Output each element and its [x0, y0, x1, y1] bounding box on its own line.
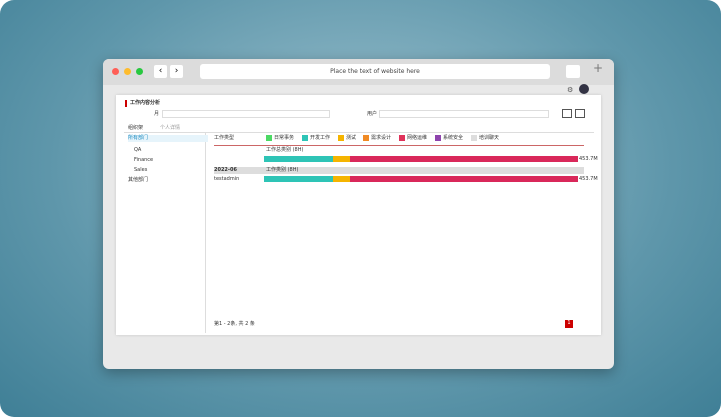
page-button[interactable]: 1 [565, 320, 573, 328]
legend-item: 培训聊天 [479, 135, 500, 141]
tab-divider [124, 132, 594, 133]
user-label: 用户 [367, 111, 378, 117]
page-title: 工作内容分析 [130, 100, 161, 106]
tree-item[interactable]: 所有部门 [128, 135, 208, 142]
legend-item: 测试 [346, 135, 357, 141]
toolbar: ‹ › Place the text of website here + [103, 59, 614, 85]
tree-item[interactable]: 其他部门 [128, 177, 149, 183]
month-input[interactable] [162, 110, 330, 118]
month-label: 月 [154, 111, 160, 117]
row-heading: 工作类别 (8H) [266, 167, 299, 173]
title-marker [125, 100, 127, 107]
new-tab-button[interactable]: + [593, 61, 604, 75]
avatar[interactable] [579, 84, 589, 94]
browser-window: ‹ › Place the text of website here + ⚙ 工… [103, 59, 614, 369]
maximize-button[interactable] [136, 68, 143, 75]
row-total: 453.7M [579, 156, 598, 162]
sidebar: 所有部门 QA Finance Sales 其他部门 [124, 133, 208, 333]
legend-swatch [399, 135, 405, 141]
bar-segment [333, 176, 351, 182]
tree-item[interactable]: QA [134, 147, 142, 153]
legend-item: 需求设计 [371, 135, 392, 141]
minimize-button[interactable] [124, 68, 131, 75]
settings-icon[interactable]: ⚙ [567, 86, 574, 94]
legend-swatch [435, 135, 441, 141]
legend-swatch [302, 135, 308, 141]
date-row: 2022-06 [214, 167, 584, 174]
row-name: testadmin [214, 176, 240, 182]
search-button[interactable] [562, 109, 572, 118]
row-total: 453.7M [579, 176, 598, 182]
row-heading: 工作总类别 (8H) [266, 147, 304, 153]
bar-segment [350, 156, 578, 162]
forward-button[interactable]: › [170, 65, 183, 78]
tree-item[interactable]: Sales [134, 167, 148, 173]
header-line [214, 145, 584, 146]
legend-swatch [363, 135, 369, 141]
legend-label: 工作类型 [214, 135, 235, 141]
tree-item[interactable]: Finance [134, 157, 154, 163]
bar-segment [350, 176, 578, 182]
export-button[interactable] [575, 109, 585, 118]
legend-item: 系统安全 [443, 135, 464, 141]
bar-segment [264, 176, 334, 182]
legend-item: 开发工作 [310, 135, 331, 141]
legend-item: 日常事务 [274, 135, 295, 141]
app: 工作内容分析 月 用户 所有部门 QA Finance Sales 其他部门 第1 - … [116, 95, 601, 335]
bar-segment [264, 156, 334, 162]
pagination-summary: 第1 - 2条, 共 2 条 [214, 321, 255, 327]
legend-item: 网络运维 [407, 135, 428, 141]
share-button[interactable] [566, 65, 580, 78]
legend-swatch [471, 135, 477, 141]
user-input[interactable] [379, 110, 549, 118]
tab[interactable]: 个人详情 [160, 125, 181, 131]
legend-swatch [266, 135, 272, 141]
back-button[interactable]: ‹ [154, 65, 167, 78]
legend-swatch [338, 135, 344, 141]
bar-segment [333, 156, 351, 162]
close-button[interactable] [112, 68, 119, 75]
address-bar[interactable]: Place the text of website here [200, 64, 550, 79]
